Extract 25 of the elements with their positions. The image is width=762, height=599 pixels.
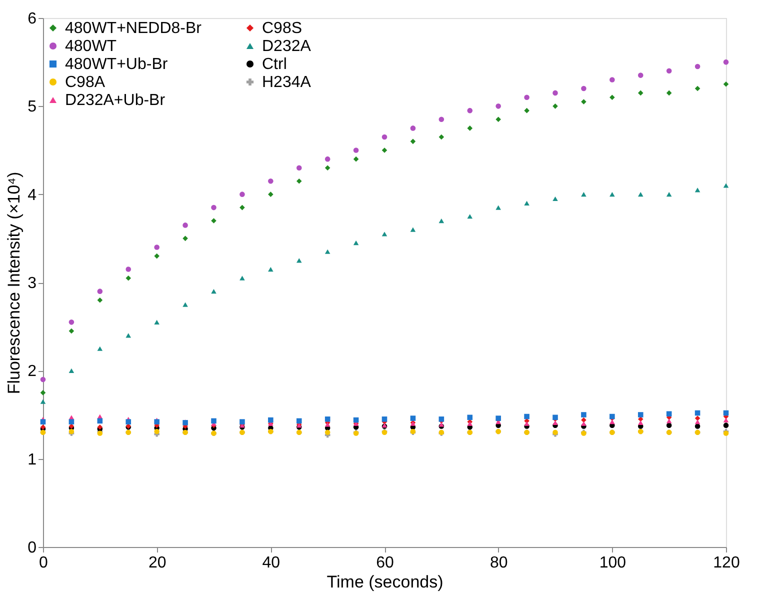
y-tick-label: 1	[28, 451, 37, 468]
y-tick-label: 6	[28, 10, 37, 28]
y-tick-label: 4	[28, 186, 37, 204]
x-tick-label: 40	[262, 554, 280, 572]
y-tick-label: 5	[28, 98, 37, 116]
y-tick-label: 3	[28, 275, 37, 292]
legend-label: 480WT	[65, 38, 117, 55]
legend-label: C98A	[65, 74, 106, 91]
x-tick-label: 80	[490, 554, 508, 572]
y-tick-label: 0	[28, 540, 37, 556]
legend-label: D232A+Ub-Br	[65, 92, 166, 109]
legend-label: D232A	[262, 38, 312, 55]
x-tick-label: 60	[376, 554, 394, 572]
x-tick-label: 0	[39, 554, 48, 572]
legend-label: C98S	[262, 20, 302, 37]
legend-label: 480WT+Ub-Br	[65, 56, 168, 73]
x-tick-label: 100	[599, 554, 626, 572]
legend-label: 480WT+NEDD8-Br	[65, 20, 202, 37]
legend-label: H234A	[262, 74, 312, 91]
y-tick-label: 2	[28, 363, 37, 380]
y-axis-title: Fluorescence Intensity (×10⁴)	[4, 172, 24, 394]
x-axis-title: Time (seconds)	[326, 572, 444, 592]
x-tick-label: 20	[148, 554, 166, 572]
legend-label: Ctrl	[262, 56, 287, 73]
x-tick-label: 120	[713, 554, 740, 572]
